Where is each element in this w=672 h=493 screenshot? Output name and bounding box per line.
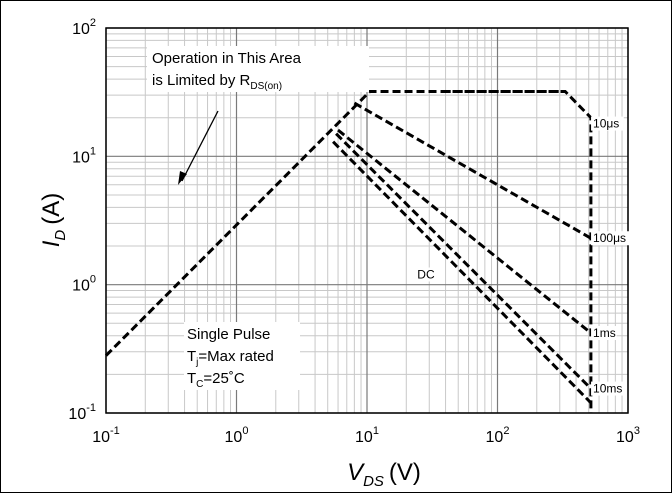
curves	[104, 90, 593, 413]
line-label-1ms: 1ms	[593, 326, 616, 340]
conditions-line1: Single Pulse	[187, 326, 270, 343]
x-tick-label: 10-1	[92, 425, 120, 446]
conditions-background	[184, 322, 300, 390]
line-labels: 10μs 100μs 1ms 10ms DC	[415, 116, 632, 396]
tick-labels: 10-1 100 101 102 103 10-1 100 101 102	[68, 17, 640, 446]
soa-line-DC	[332, 140, 592, 404]
x-axis-title-main: V	[347, 459, 365, 486]
y-tick-label: 102	[72, 17, 96, 38]
line-label-background	[591, 231, 632, 246]
y-tick-label: 101	[72, 145, 96, 166]
x-axis-title: VDS (V)	[347, 459, 421, 490]
conditions-line2-rest: =Max rated	[198, 348, 273, 365]
line-label-10μs: 10μs	[593, 117, 619, 131]
conditions-line3-rest: =25˚C	[203, 370, 244, 387]
x-tick-label: 102	[486, 425, 510, 446]
x-tick-label: 100	[225, 425, 249, 446]
x-tick-label: 101	[355, 425, 379, 446]
conditions-line3-main: T	[187, 370, 196, 387]
soa-line-100μs	[353, 101, 592, 240]
y-tick-label: 100	[72, 274, 96, 295]
y-axis-title-main: I	[38, 240, 65, 247]
rds-note-arrow-head	[178, 171, 187, 185]
line-label-background	[415, 267, 434, 282]
soa-line-1ms	[337, 128, 592, 335]
rds-note-background	[147, 46, 369, 92]
line-label-background	[591, 116, 624, 131]
line-label-background	[591, 381, 624, 396]
rds-note-line2: is Limited by RDS(on)	[152, 72, 282, 92]
soa-line-10ms	[335, 132, 592, 390]
x-axis-title-unit: (V)	[389, 459, 421, 486]
conditions-line3-sub: C	[196, 379, 203, 390]
line-label-background	[591, 326, 617, 341]
conditions-line2: Tj=Max rated	[187, 348, 274, 368]
rds-note-line2-main: is Limited by R	[152, 72, 251, 89]
y-axis-title-unit: (A)	[38, 193, 65, 225]
rds-note-arrow-line	[181, 110, 219, 182]
line-label-DC: DC	[417, 268, 435, 282]
y-tick-label: 10-1	[68, 402, 96, 423]
conditions-line2-sub: j	[195, 357, 198, 368]
rds-note-line2-sub: DS(on)	[250, 81, 282, 92]
x-tick-label: 103	[616, 425, 640, 446]
y-axis-title: ID (A)	[38, 193, 69, 248]
grid	[105, 27, 629, 414]
conditions-line2-main: T	[187, 348, 196, 365]
plot-border	[105, 27, 629, 414]
x-axis-title-sub: DS	[363, 473, 384, 490]
rds-note-line1: Operation in This Area	[152, 50, 302, 67]
line-label-100μs: 100μs	[593, 231, 626, 245]
y-axis-title-sub: D	[52, 230, 69, 241]
line-label-10ms: 10ms	[593, 382, 622, 396]
conditions-line3: TC=25˚C	[187, 370, 245, 390]
